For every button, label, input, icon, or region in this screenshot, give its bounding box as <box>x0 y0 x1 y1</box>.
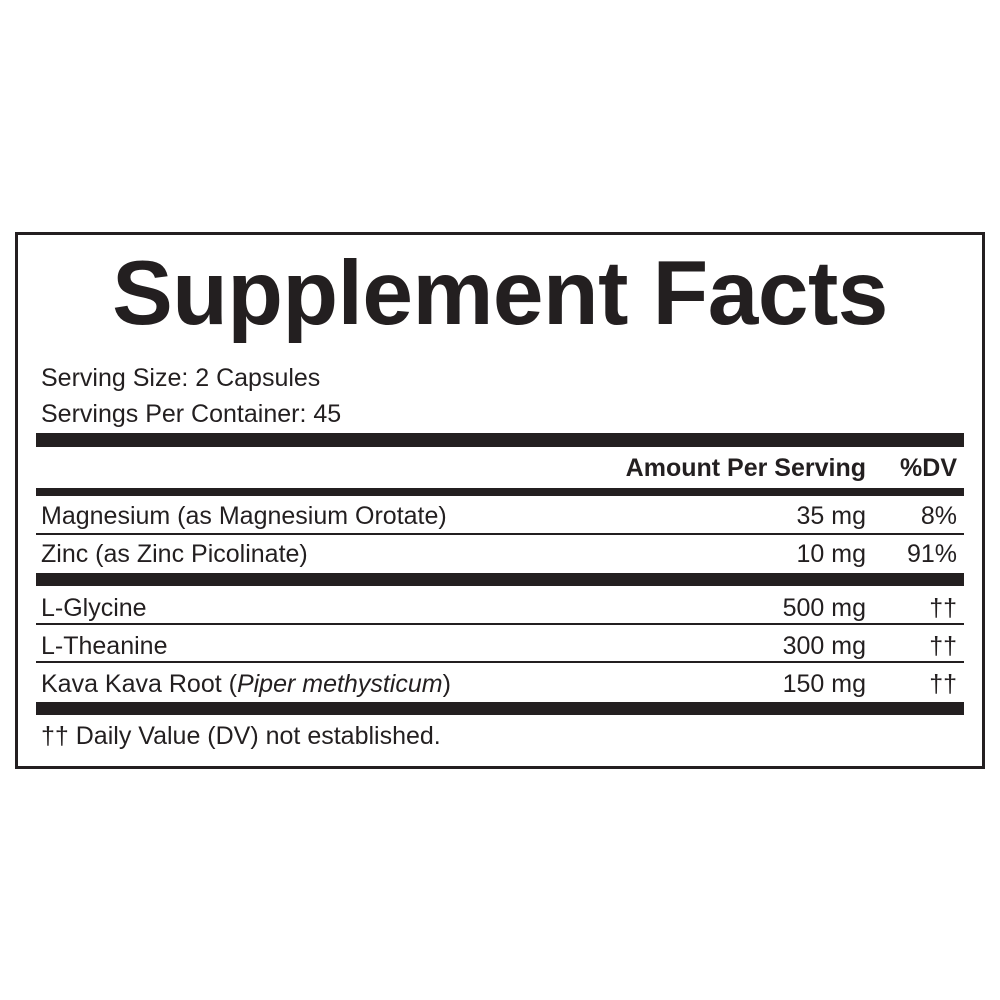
row-name-kava: Kava Kava Root (Piper methysticum) <box>41 672 451 697</box>
row-name-theanine: L-Theanine <box>41 632 168 660</box>
panel-title: Supplement Facts <box>112 243 888 344</box>
thin-divider <box>36 661 964 663</box>
thin-divider <box>36 623 964 625</box>
row-name-magnesium: Magnesium (as Magnesium Orotate) <box>41 502 447 530</box>
footnote: †† Daily Value (DV) not established. <box>41 722 441 750</box>
row-amount-zinc: 10 mg <box>796 540 866 568</box>
row-dv-theanine: †† <box>929 632 957 660</box>
row-dv-glycine: †† <box>929 594 957 622</box>
header-divider <box>36 488 964 496</box>
thick-divider <box>36 573 964 586</box>
header-amount: Amount Per Serving <box>625 454 866 482</box>
row-amount-kava: 150 mg <box>782 670 866 698</box>
serving-size: Serving Size: 2 Capsules <box>41 364 321 392</box>
row-dv-kava: †† <box>929 670 957 698</box>
row-amount-theanine: 300 mg <box>782 632 866 660</box>
row-name-zinc: Zinc (as Zinc Picolinate) <box>41 540 308 568</box>
row-name-glycine: L-Glycine <box>41 594 147 622</box>
thin-divider <box>36 533 964 535</box>
row-dv-magnesium: 8% <box>920 502 957 530</box>
supplement-facts-panel <box>15 232 985 769</box>
kava-name-suffix: ) <box>442 670 451 698</box>
row-amount-magnesium: 35 mg <box>796 502 866 530</box>
servings-per-container: Servings Per Container: 45 <box>41 400 342 428</box>
thick-divider <box>36 433 964 447</box>
thick-divider <box>36 702 964 715</box>
kava-name-prefix: Kava Kava Root ( <box>41 670 237 698</box>
row-dv-zinc: 91% <box>906 540 957 568</box>
header-dv: %DV <box>900 454 957 482</box>
kava-latin-name: Piper methysticum <box>236 670 443 698</box>
row-amount-glycine: 500 mg <box>782 594 866 622</box>
